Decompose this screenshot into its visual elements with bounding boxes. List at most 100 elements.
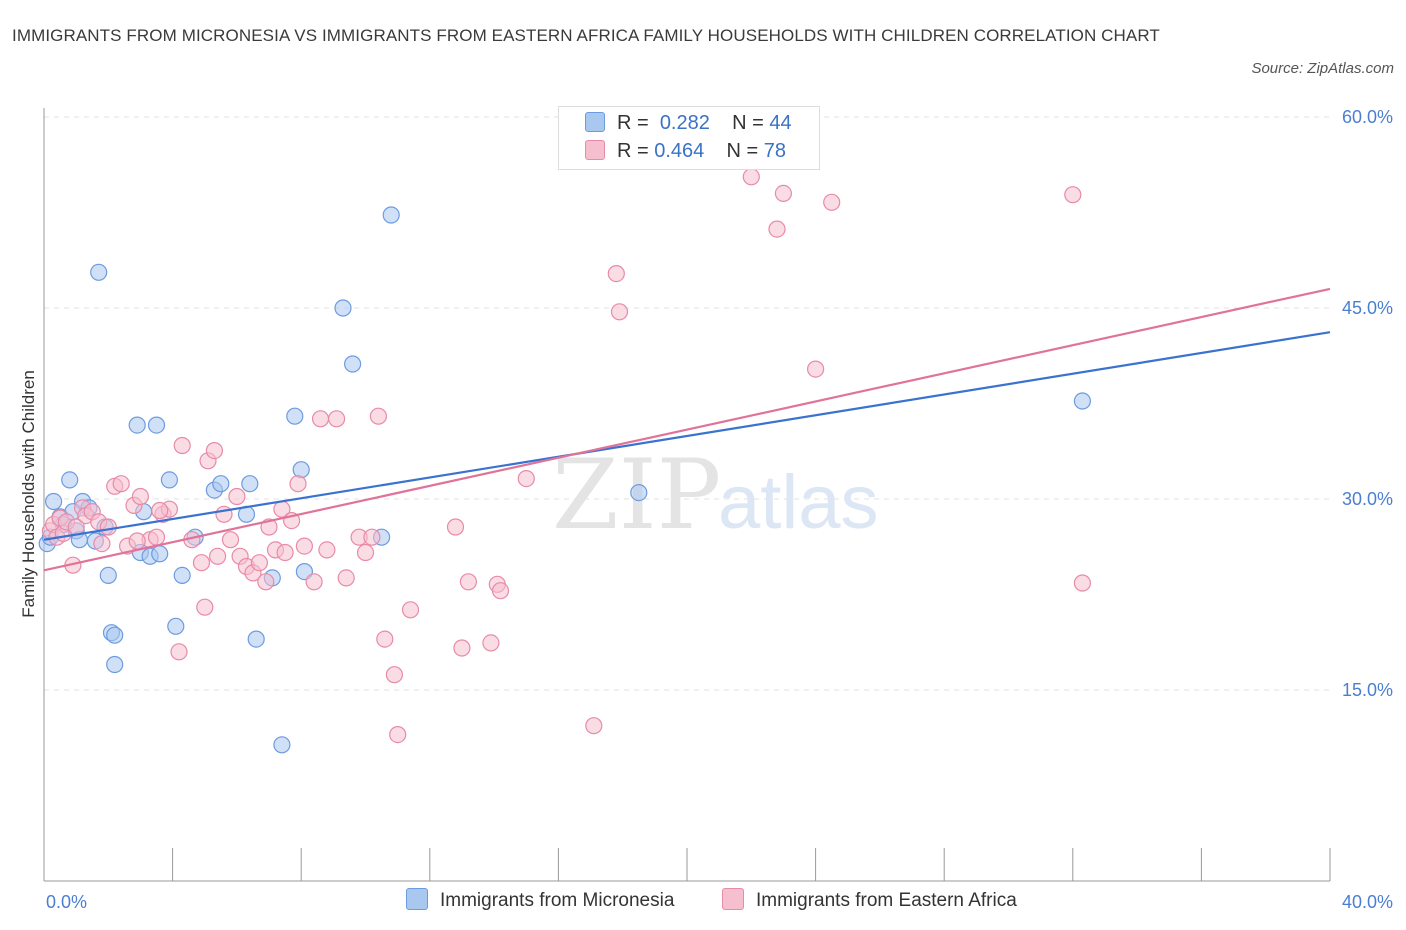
y-tick-labels: 15.0% 30.0% 45.0% 60.0% — [1342, 107, 1393, 700]
micronesia-point-11 — [90, 263, 108, 281]
micronesia-point-40 — [382, 206, 400, 224]
n-label: N = — [726, 140, 759, 162]
eastern-africa-point-55 — [376, 630, 394, 648]
eastern-africa-point-52 — [356, 543, 375, 562]
micronesia-point-28 — [212, 475, 230, 493]
r-label: R = — [617, 140, 649, 162]
eastern-africa-point-42 — [276, 543, 294, 562]
eastern-africa-point-62 — [482, 634, 500, 652]
eastern-africa-point-13 — [99, 518, 117, 536]
watermark-atlas: atlas — [718, 460, 879, 545]
eastern-africa-point-12 — [93, 534, 111, 553]
micronesia-point-13 — [99, 566, 117, 585]
micronesia-point-30 — [241, 475, 259, 493]
eastern-africa-point-49 — [328, 410, 346, 428]
legend-swatch-micronesia — [406, 888, 428, 910]
micronesia-point-35 — [292, 461, 310, 479]
micronesia-point-37 — [334, 299, 352, 317]
n-value-eastern-africa: 78 — [763, 140, 787, 162]
eastern-africa-point-23 — [170, 643, 188, 661]
eastern-africa-point-24 — [173, 436, 191, 455]
x-tick-label-max: 40.0% — [1342, 892, 1393, 912]
legend-item-micronesia: Immigrants from Micronesia — [406, 888, 674, 912]
eastern-africa-point-70 — [768, 220, 786, 238]
micronesia-point-25 — [173, 566, 191, 585]
eastern-africa-point-66 — [585, 717, 603, 735]
n-label: N = — [732, 112, 764, 134]
eastern-africa-point-69 — [742, 168, 760, 186]
r-value-micronesia: 0.282 — [659, 112, 710, 134]
eastern-africa-point-72 — [806, 360, 825, 378]
y-axis-title: Family Households with Children — [19, 370, 38, 618]
eastern-africa-point-15 — [112, 475, 130, 493]
eastern-africa-point-64 — [491, 582, 510, 600]
eastern-africa-point-18 — [131, 487, 149, 506]
y-tick-label-15: 15.0% — [1342, 680, 1393, 700]
y-tick-label-60: 60.0% — [1342, 107, 1393, 127]
legend-label-micronesia: Immigrants from Micronesia — [440, 890, 675, 911]
stats-swatch-eastern-africa — [585, 140, 605, 160]
eastern-africa-point-54 — [369, 407, 387, 425]
r-value-eastern-africa: 0.464 — [654, 140, 705, 162]
micronesia-point-15 — [106, 626, 124, 644]
eastern-africa-point-45 — [295, 537, 313, 555]
legend-label-eastern-africa: Immigrants from Eastern Africa — [756, 890, 1017, 911]
eastern-africa-point-74 — [1064, 186, 1082, 204]
micronesia-point-23 — [160, 471, 178, 489]
r-label: R = — [617, 112, 649, 134]
eastern-africa-point-65 — [517, 470, 535, 488]
micronesia-point-21 — [147, 416, 166, 434]
legend-item-eastern-africa: Immigrants from Eastern Africa — [722, 888, 1017, 912]
eastern-africa-point-57 — [389, 725, 407, 744]
trend-lines — [43, 287, 1331, 572]
stats-row-micronesia: R = 0.282 N = 44 — [585, 112, 792, 138]
axes — [43, 108, 1331, 882]
eastern-africa-point-20 — [147, 528, 166, 546]
eastern-africa-point-56 — [385, 666, 403, 684]
eastern-africa-point-75 — [1073, 574, 1092, 592]
eastern-africa-point-71 — [774, 184, 793, 202]
x-ticks — [43, 848, 1331, 881]
micronesia-point-24 — [167, 617, 185, 635]
micronesia-point-17 — [128, 416, 146, 434]
watermark: ZIP atlas — [552, 439, 879, 551]
eastern-africa-point-76 — [128, 532, 146, 550]
stats-swatch-micronesia — [585, 112, 605, 132]
micronesia-point-33 — [273, 736, 291, 754]
eastern-africa-point-27 — [196, 598, 214, 616]
micronesia-point-16 — [106, 655, 124, 674]
eastern-africa-point-30 — [209, 547, 227, 565]
eastern-africa-point-67 — [607, 265, 625, 283]
eastern-africa-point-26 — [192, 554, 211, 572]
n-value-micronesia: 44 — [769, 112, 792, 134]
eastern-africa-point-29 — [205, 442, 223, 460]
micronesia-point-31 — [247, 630, 265, 648]
source-label: Source: ZipAtlas.com — [1251, 60, 1394, 77]
eastern-africa-point-73 — [823, 193, 841, 211]
eastern-africa-trend-line — [43, 287, 1331, 572]
micronesia-trend-line — [43, 331, 1331, 541]
eastern-africa-point-53 — [363, 528, 381, 546]
legend-swatch-eastern-africa — [722, 888, 744, 910]
eastern-africa-point-48 — [318, 541, 336, 559]
eastern-africa-point-46 — [305, 573, 323, 591]
eastern-africa-point-37 — [250, 554, 268, 572]
eastern-africa-point-77 — [151, 501, 169, 520]
gridlines — [44, 116, 1330, 691]
y-tick-label-45: 45.0% — [1342, 298, 1393, 318]
chart-title: IMMIGRANTS FROM MICRONESIA VS IMMIGRANTS… — [12, 26, 1160, 45]
stats-row-eastern-africa: R = 0.464 N = 78 — [585, 140, 786, 166]
micronesia-point-38 — [344, 355, 362, 373]
micronesia-point-22 — [151, 545, 169, 563]
y-tick-label-30: 30.0% — [1342, 489, 1393, 509]
eastern-africa-point-59 — [446, 518, 465, 536]
eastern-africa-point-32 — [221, 531, 240, 549]
x-tick-label-min: 0.0% — [46, 892, 87, 912]
micronesia-point-41 — [630, 484, 648, 502]
series-eastern-africa — [41, 168, 1092, 744]
micronesia-point-2 — [44, 492, 63, 511]
eastern-africa-point-61 — [459, 573, 477, 591]
eastern-africa-point-50 — [337, 569, 355, 587]
eastern-africa-point-58 — [401, 601, 420, 619]
